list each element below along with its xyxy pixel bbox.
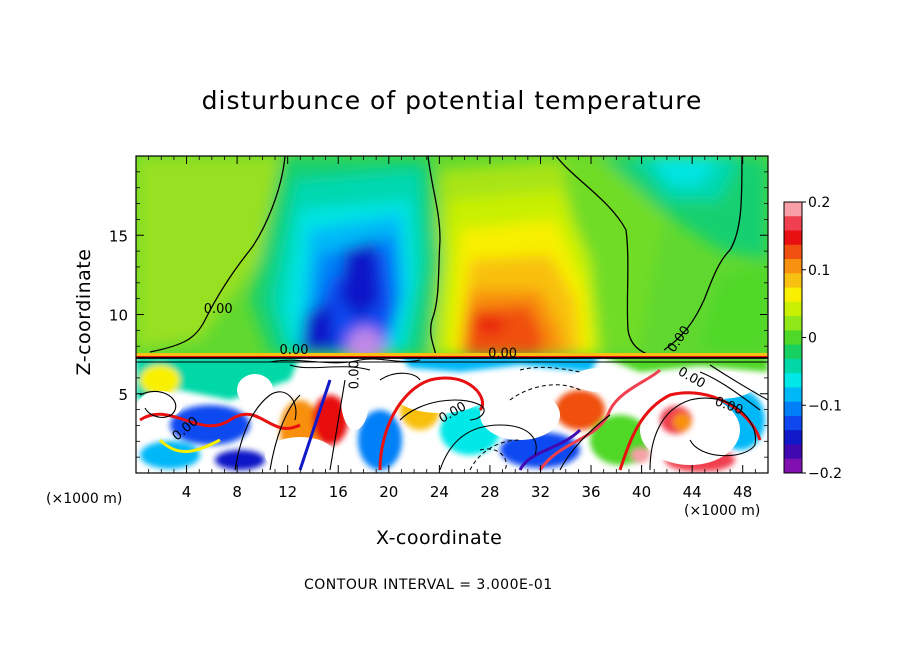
colorbar-swatch [784, 330, 802, 346]
y-tick-label: 5 [118, 386, 128, 404]
x-tick-label: 28 [480, 483, 499, 501]
upper-field [136, 156, 768, 360]
colorbar-swatch [784, 316, 802, 331]
y-tick-label: 15 [109, 227, 128, 245]
colorbar-tick-label: −0.1 [808, 398, 842, 414]
x-tick-label: 8 [232, 483, 242, 501]
contour-interval-note: CONTOUR INTERVAL = 3.000E-01 [304, 577, 553, 593]
colorbar-swatch [784, 287, 802, 303]
y-axis-label: Z-coordinate [73, 248, 95, 376]
x-tick-label: 4 [182, 483, 192, 501]
colorbar: 0.2 0.1 0 −0.1 −0.2 [783, 195, 842, 482]
colorbar-swatch [784, 230, 802, 246]
colorbar-swatch [784, 415, 802, 431]
contour-label: 0.00 [488, 346, 517, 361]
x-tick-label: 16 [329, 483, 348, 501]
colorbar-swatch [784, 259, 802, 274]
contour-label: 0.00 [347, 360, 362, 389]
x-tick-label: 44 [683, 483, 702, 501]
colorbar-swatch [784, 344, 802, 360]
x-unit-label-right: (×1000 m) [684, 503, 761, 519]
contour-label: 0.00 [204, 302, 233, 317]
colorbar-tick-label: 0.2 [808, 195, 830, 211]
colorbar-swatch [784, 387, 802, 403]
x-unit-label-left: (×1000 m) [46, 491, 123, 507]
colorbar-swatch [784, 444, 802, 460]
colorbar-swatch [784, 373, 802, 388]
chart-title: disturbunce of potential temperature [201, 86, 703, 115]
y-tick-label: 10 [109, 307, 128, 325]
lower-field [136, 356, 768, 473]
x-tick-label: 20 [379, 483, 398, 501]
colorbar-tick-label: 0.1 [808, 263, 830, 279]
colorbar-swatch [784, 202, 802, 217]
x-tick-label: 36 [581, 483, 600, 501]
interface-band [136, 353, 768, 371]
colorbar-swatch [784, 216, 802, 232]
x-tick-label: 12 [278, 483, 297, 501]
colorbar-swatch [784, 430, 802, 445]
contour-label: 0.00 [280, 343, 309, 358]
x-tick-label: 40 [632, 483, 651, 501]
colorbar-swatch [784, 358, 802, 374]
x-axis-label: X-coordinate [376, 527, 503, 549]
colorbar-swatch [784, 244, 802, 260]
colorbar-swatch [784, 301, 802, 317]
colorbar-swatch [784, 401, 802, 417]
x-tick-label: 32 [531, 483, 550, 501]
x-tick-label: 48 [733, 483, 752, 501]
colorbar-swatch [784, 273, 802, 289]
colorbar-tick-label: 0 [808, 331, 817, 347]
colorbar-swatch [784, 458, 802, 474]
x-tick-label: 24 [430, 483, 449, 501]
colorbar-tick-label: −0.2 [808, 466, 842, 482]
